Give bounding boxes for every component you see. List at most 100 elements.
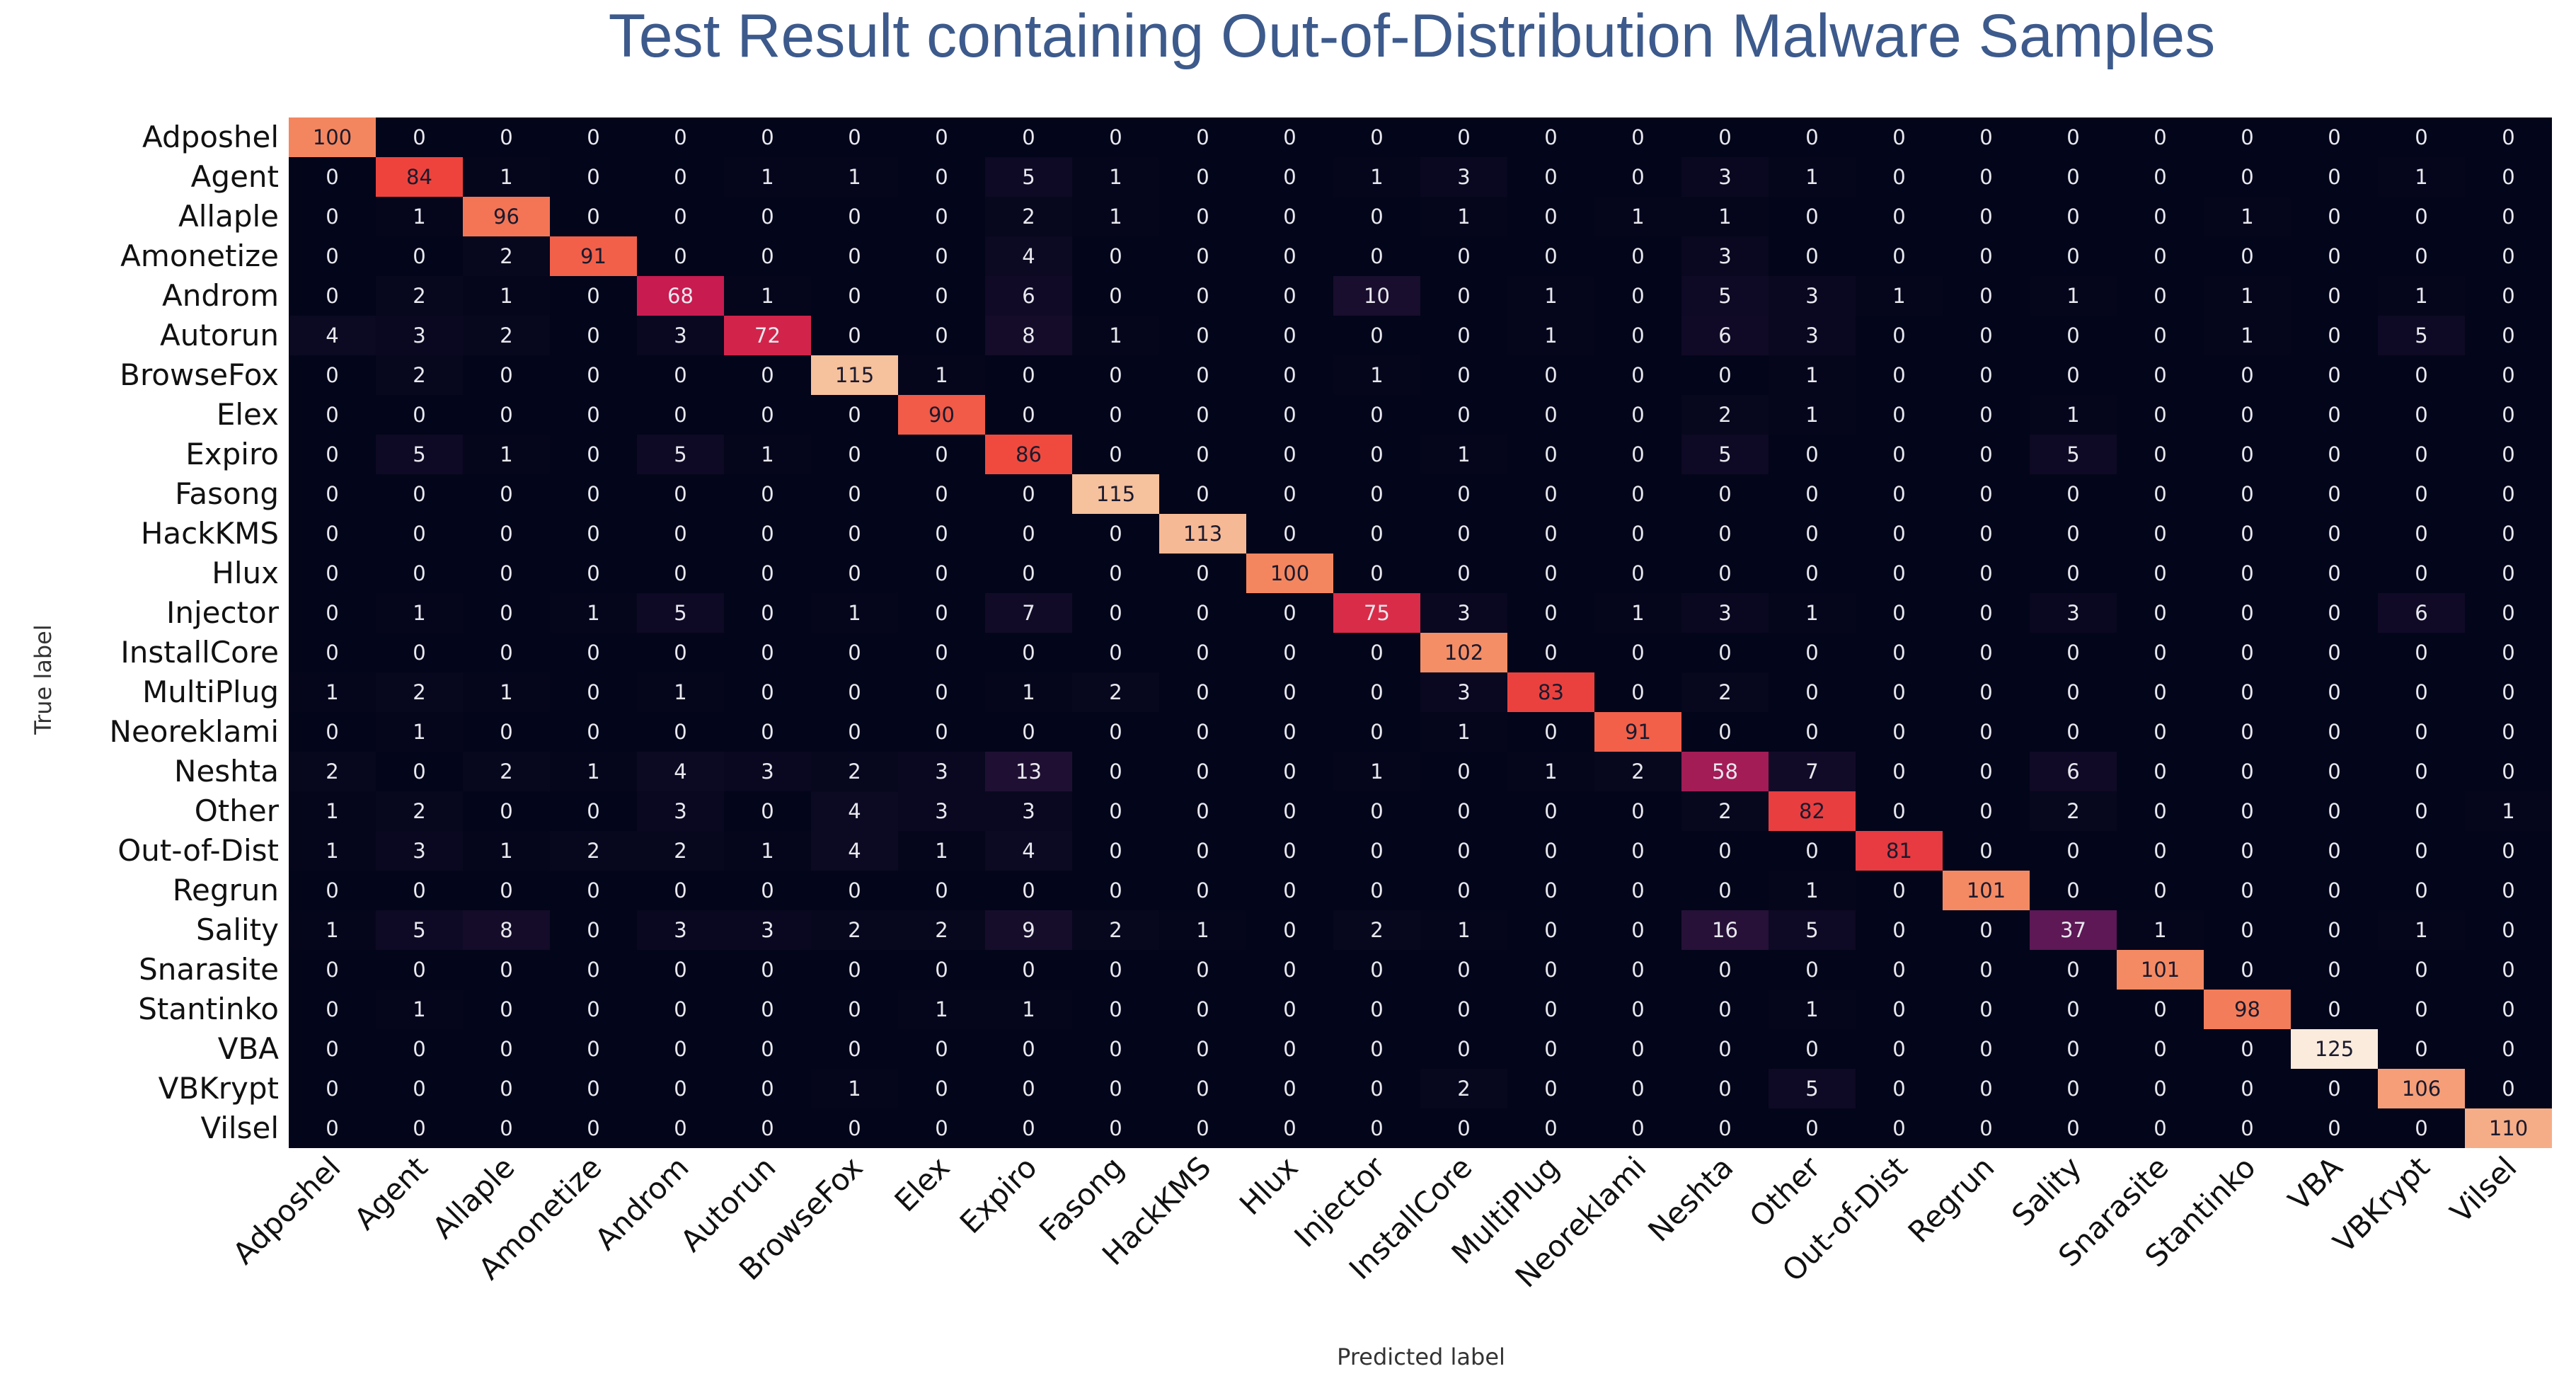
cell-value-label: 0 xyxy=(1022,403,1035,427)
heatmap-cell xyxy=(289,672,376,712)
heatmap-cell xyxy=(1769,197,1856,236)
heatmap-cell xyxy=(1681,554,1769,593)
heatmap-cell xyxy=(724,474,811,514)
heatmap-cell xyxy=(2465,831,2552,871)
heatmap-cell xyxy=(289,395,376,435)
cell-value-label: 0 xyxy=(1892,1077,1905,1101)
cell-value-label: 0 xyxy=(2066,205,2079,229)
cell-value-label: 6 xyxy=(1022,284,1035,308)
heatmap-cell xyxy=(1594,197,1681,236)
heatmap-cell xyxy=(1072,276,1159,316)
heatmap-cell xyxy=(2291,1108,2378,1148)
heatmap-cell xyxy=(637,1069,724,1108)
cell-value-label: 0 xyxy=(326,1037,338,1061)
cell-value-label: 0 xyxy=(1283,522,1296,546)
cell-value-label: 0 xyxy=(1109,522,1122,546)
heatmap-cell xyxy=(1681,316,1769,355)
cell-value-label: 0 xyxy=(1457,403,1470,427)
heatmap-cell xyxy=(1943,672,2030,712)
heatmap-cell xyxy=(724,910,811,950)
cell-value-label: 1 xyxy=(935,997,948,1021)
heatmap-cell xyxy=(1681,672,1769,712)
cell-value-label: 0 xyxy=(500,1037,512,1061)
heatmap-cell xyxy=(811,990,898,1029)
cell-value-label: 2 xyxy=(674,839,686,863)
heatmap-cell xyxy=(637,1029,724,1069)
heatmap-cell xyxy=(2030,514,2117,554)
heatmap-cell xyxy=(2117,355,2204,395)
heatmap-cell xyxy=(1943,197,2030,236)
heatmap-cell xyxy=(2291,316,2378,355)
heatmap-cell xyxy=(289,1069,376,1108)
heatmap-cell xyxy=(1159,355,1246,395)
cell-value-label: 0 xyxy=(1196,323,1209,348)
heatmap-cell xyxy=(1072,633,1159,672)
cell-value-label: 1 xyxy=(1457,720,1470,744)
heatmap-cell xyxy=(463,1108,550,1148)
cell-value-label: 0 xyxy=(935,878,948,902)
heatmap-cell xyxy=(1333,395,1420,435)
cell-value-label: 0 xyxy=(935,958,948,982)
heatmap-cell xyxy=(463,791,550,831)
y-tick-labels: Adposhel Agent Allaple Amonetize Androm Autor… xyxy=(110,120,280,1145)
heatmap-cell xyxy=(1507,157,1594,197)
heatmap-cell xyxy=(1159,157,1246,197)
heatmap-cell xyxy=(1507,435,1594,474)
heatmap-cell xyxy=(1943,276,2030,316)
heatmap-cell xyxy=(724,633,811,672)
cell-value-label: 0 xyxy=(2502,759,2514,784)
cell-value-label: 0 xyxy=(2415,403,2427,427)
heatmap-cell xyxy=(1769,355,1856,395)
heatmap-cell xyxy=(1769,990,1856,1029)
heatmap-cell xyxy=(2204,950,2291,990)
heatmap-cell xyxy=(985,1029,1072,1069)
cell-value-label: 0 xyxy=(1283,641,1296,665)
heatmap-cell xyxy=(898,197,985,236)
heatmap-cell xyxy=(2117,117,2204,157)
cell-value-label: 1 xyxy=(935,363,948,387)
heatmap-cell xyxy=(2378,316,2465,355)
heatmap-cell xyxy=(1507,633,1594,672)
cell-value-label: 0 xyxy=(2154,165,2166,189)
heatmap-cell xyxy=(1507,236,1594,276)
cell-value-label: 91 xyxy=(1625,720,1651,744)
heatmap-cell xyxy=(463,395,550,435)
cell-value-label: 0 xyxy=(1109,561,1122,585)
cell-value-label: 0 xyxy=(1283,997,1296,1021)
heatmap-cell xyxy=(1943,355,2030,395)
heatmap-cell xyxy=(463,910,550,950)
cell-value-label: 1 xyxy=(1022,997,1035,1021)
heatmap-cell xyxy=(1681,871,1769,910)
cell-value-label: 68 xyxy=(667,284,694,308)
heatmap-cell xyxy=(1159,990,1246,1029)
heatmap-cell xyxy=(1594,950,1681,990)
cell-value-label: 0 xyxy=(413,1037,425,1061)
cell-value-label: 0 xyxy=(1544,799,1557,823)
heatmap-cell xyxy=(1333,910,1420,950)
cell-value-label: 1 xyxy=(2241,284,2253,308)
heatmap-cell xyxy=(2465,355,2552,395)
heatmap-cell xyxy=(1681,990,1769,1029)
heatmap-cell xyxy=(1594,791,1681,831)
cell-value-label: 0 xyxy=(1631,1077,1644,1101)
cell-value-label: 0 xyxy=(2502,601,2514,625)
heatmap-cell xyxy=(2465,117,2552,157)
heatmap-cell xyxy=(1420,276,1507,316)
cell-value-label: 58 xyxy=(1712,759,1738,784)
heatmap-cell xyxy=(289,1029,376,1069)
cell-value-label: 0 xyxy=(1196,799,1209,823)
heatmap-cell xyxy=(1159,1069,1246,1108)
heatmap-cell xyxy=(1420,474,1507,514)
heatmap-cell xyxy=(1333,276,1420,316)
heatmap-cell xyxy=(1072,950,1159,990)
cell-value-label: 0 xyxy=(1631,363,1644,387)
heatmap-cell xyxy=(2117,316,2204,355)
cell-value-label: 0 xyxy=(2154,482,2166,506)
heatmap-cell xyxy=(1246,236,1333,276)
cell-value-label: 1 xyxy=(1370,363,1383,387)
heatmap-cell xyxy=(376,157,463,197)
cell-value-label: 1 xyxy=(326,799,338,823)
cell-value-label: 0 xyxy=(500,601,512,625)
cell-value-label: 0 xyxy=(761,958,774,982)
cell-value-label: 0 xyxy=(2415,958,2427,982)
